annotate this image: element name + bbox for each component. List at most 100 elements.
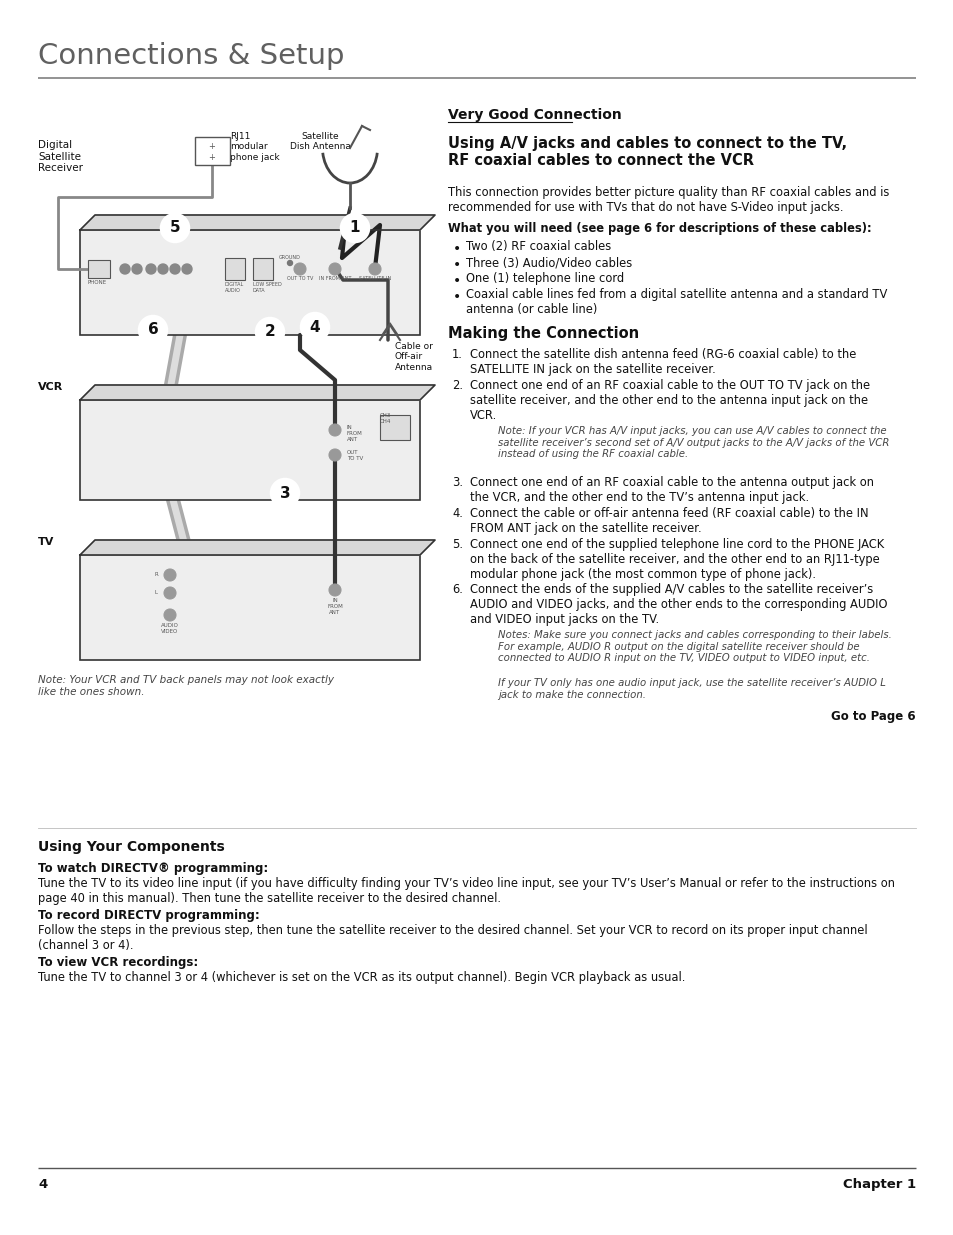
- Circle shape: [146, 264, 156, 274]
- Circle shape: [170, 264, 180, 274]
- FancyBboxPatch shape: [379, 415, 410, 440]
- Text: 5.: 5.: [452, 538, 462, 551]
- Text: AUDIO: AUDIO: [161, 622, 179, 629]
- Text: 4: 4: [310, 320, 320, 335]
- Text: •: •: [453, 290, 460, 304]
- Text: LOW SPEED
DATA: LOW SPEED DATA: [253, 282, 281, 293]
- FancyBboxPatch shape: [80, 555, 419, 659]
- Text: Go to Page 6: Go to Page 6: [830, 710, 915, 722]
- Text: 4.: 4.: [452, 508, 462, 520]
- Text: Two (2) RF coaxial cables: Two (2) RF coaxial cables: [465, 240, 611, 253]
- Text: Making the Connection: Making the Connection: [448, 326, 639, 341]
- Text: To watch DIRECTV® programming:: To watch DIRECTV® programming:: [38, 862, 268, 876]
- Circle shape: [301, 312, 329, 341]
- Text: 1: 1: [350, 221, 360, 236]
- Text: 3: 3: [279, 485, 290, 500]
- Text: This connection provides better picture quality than RF coaxial cables and is
re: This connection provides better picture …: [448, 186, 888, 214]
- Text: Follow the steps in the previous step, then tune the satellite receiver to the d: Follow the steps in the previous step, t…: [38, 924, 866, 952]
- Text: Three (3) Audio/Video cables: Three (3) Audio/Video cables: [465, 256, 632, 269]
- Text: One (1) telephone line cord: One (1) telephone line cord: [465, 272, 623, 285]
- Text: Connect the cable or off-air antenna feed (RF coaxial cable) to the IN
FROM ANT : Connect the cable or off-air antenna fee…: [470, 508, 868, 535]
- Text: +: +: [209, 142, 215, 151]
- Text: Notes: Make sure you connect jacks and cables corresponding to their labels.
For: Notes: Make sure you connect jacks and c…: [497, 630, 891, 663]
- Text: 4: 4: [38, 1178, 48, 1191]
- Polygon shape: [80, 540, 435, 555]
- FancyBboxPatch shape: [80, 400, 419, 500]
- Text: L: L: [154, 590, 158, 595]
- Text: 2.: 2.: [452, 379, 462, 391]
- Text: Tune the TV to its video line input (if you have difficulty finding your TV’s vi: Tune the TV to its video line input (if …: [38, 877, 894, 905]
- FancyBboxPatch shape: [88, 261, 110, 278]
- Text: Using A/V jacks and cables to connect to the TV,
RF coaxial cables to connect th: Using A/V jacks and cables to connect to…: [448, 136, 846, 168]
- FancyBboxPatch shape: [80, 230, 419, 335]
- Text: Coaxial cable lines fed from a digital satellite antenna and a standard TV
anten: Coaxial cable lines fed from a digital s…: [465, 288, 886, 316]
- Text: OUT
TO TV: OUT TO TV: [347, 450, 363, 461]
- Text: R: R: [154, 572, 158, 577]
- Text: Satellite
Dish Antenna: Satellite Dish Antenna: [290, 132, 350, 152]
- Polygon shape: [80, 385, 435, 400]
- Text: +: +: [209, 153, 215, 162]
- Text: If your TV only has one audio input jack, use the satellite receiver’s AUDIO L
j: If your TV only has one audio input jack…: [497, 678, 885, 699]
- Polygon shape: [80, 215, 435, 230]
- Text: •: •: [453, 274, 460, 288]
- Text: Connect the ends of the supplied A/V cables to the satellite receiver’s
AUDIO an: Connect the ends of the supplied A/V cab…: [470, 583, 886, 626]
- Text: Connections & Setup: Connections & Setup: [38, 42, 344, 70]
- Text: Connect the satellite dish antenna feed (RG-6 coaxial cable) to the
SATELLITE IN: Connect the satellite dish antenna feed …: [470, 348, 856, 375]
- Text: •: •: [453, 258, 460, 272]
- Circle shape: [255, 317, 284, 346]
- Circle shape: [139, 316, 167, 345]
- Circle shape: [329, 450, 340, 461]
- Text: Connect one end of an RF coaxial cable to the antenna output jack on
the VCR, an: Connect one end of an RF coaxial cable t…: [470, 475, 873, 504]
- Text: To view VCR recordings:: To view VCR recordings:: [38, 956, 198, 969]
- Circle shape: [329, 424, 340, 436]
- Text: Tune the TV to channel 3 or 4 (whichever is set on the VCR as its output channel: Tune the TV to channel 3 or 4 (whichever…: [38, 971, 684, 984]
- Text: CH3
CH4: CH3 CH4: [379, 412, 391, 424]
- Circle shape: [294, 263, 306, 275]
- Text: Very Good Connection: Very Good Connection: [448, 107, 621, 122]
- FancyBboxPatch shape: [194, 137, 230, 165]
- Circle shape: [161, 214, 189, 242]
- Circle shape: [164, 609, 175, 621]
- Circle shape: [271, 479, 298, 508]
- Circle shape: [158, 264, 168, 274]
- Text: Chapter 1: Chapter 1: [842, 1178, 915, 1191]
- Circle shape: [340, 214, 369, 242]
- Circle shape: [369, 263, 380, 275]
- Text: What you will need (see page 6 for descriptions of these cables):: What you will need (see page 6 for descr…: [448, 222, 871, 235]
- Text: To record DIRECTV programming:: To record DIRECTV programming:: [38, 909, 259, 923]
- Circle shape: [120, 264, 130, 274]
- Text: 6: 6: [148, 322, 158, 337]
- Text: VCR: VCR: [38, 382, 63, 391]
- Text: DIGITAL
AUDIO: DIGITAL AUDIO: [225, 282, 244, 293]
- Text: 3.: 3.: [452, 475, 462, 489]
- Text: 6.: 6.: [452, 583, 462, 597]
- Circle shape: [329, 584, 340, 597]
- Text: •: •: [453, 242, 460, 256]
- Circle shape: [132, 264, 142, 274]
- Text: VIDEO: VIDEO: [161, 629, 178, 634]
- Text: 1.: 1.: [452, 348, 462, 361]
- Text: RJ11
modular
phone jack: RJ11 modular phone jack: [230, 132, 279, 162]
- Text: TV: TV: [38, 537, 54, 547]
- Text: Connect one end of an RF coaxial cable to the OUT TO TV jack on the
satellite re: Connect one end of an RF coaxial cable t…: [470, 379, 869, 422]
- FancyBboxPatch shape: [253, 258, 273, 280]
- Text: IN FROM ANT: IN FROM ANT: [318, 275, 351, 282]
- Text: 5: 5: [170, 221, 180, 236]
- Text: GROUND: GROUND: [279, 254, 300, 261]
- Text: Cable or
Off-air
Antenna: Cable or Off-air Antenna: [395, 342, 433, 372]
- Text: Note: Your VCR and TV back panels may not look exactly
like the ones shown.: Note: Your VCR and TV back panels may no…: [38, 676, 334, 697]
- Text: Digital
Satellite
Receiver: Digital Satellite Receiver: [38, 140, 83, 173]
- Text: Using Your Components: Using Your Components: [38, 840, 225, 853]
- Circle shape: [287, 261, 293, 266]
- Text: Connect one end of the supplied telephone line cord to the PHONE JACK
on the bac: Connect one end of the supplied telephon…: [470, 538, 883, 580]
- Text: PHONE: PHONE: [88, 280, 107, 285]
- Text: OUT TO TV: OUT TO TV: [287, 275, 313, 282]
- FancyBboxPatch shape: [225, 258, 245, 280]
- Circle shape: [164, 587, 175, 599]
- Circle shape: [164, 569, 175, 580]
- Text: 2: 2: [264, 325, 275, 340]
- Text: Note: If your VCR has A/V input jacks, you can use A/V cables to connect the
sat: Note: If your VCR has A/V input jacks, y…: [497, 426, 888, 459]
- Text: IN
FROM
ANT: IN FROM ANT: [347, 425, 362, 442]
- Text: IN
FROM
ANT: IN FROM ANT: [327, 598, 342, 615]
- Circle shape: [329, 263, 340, 275]
